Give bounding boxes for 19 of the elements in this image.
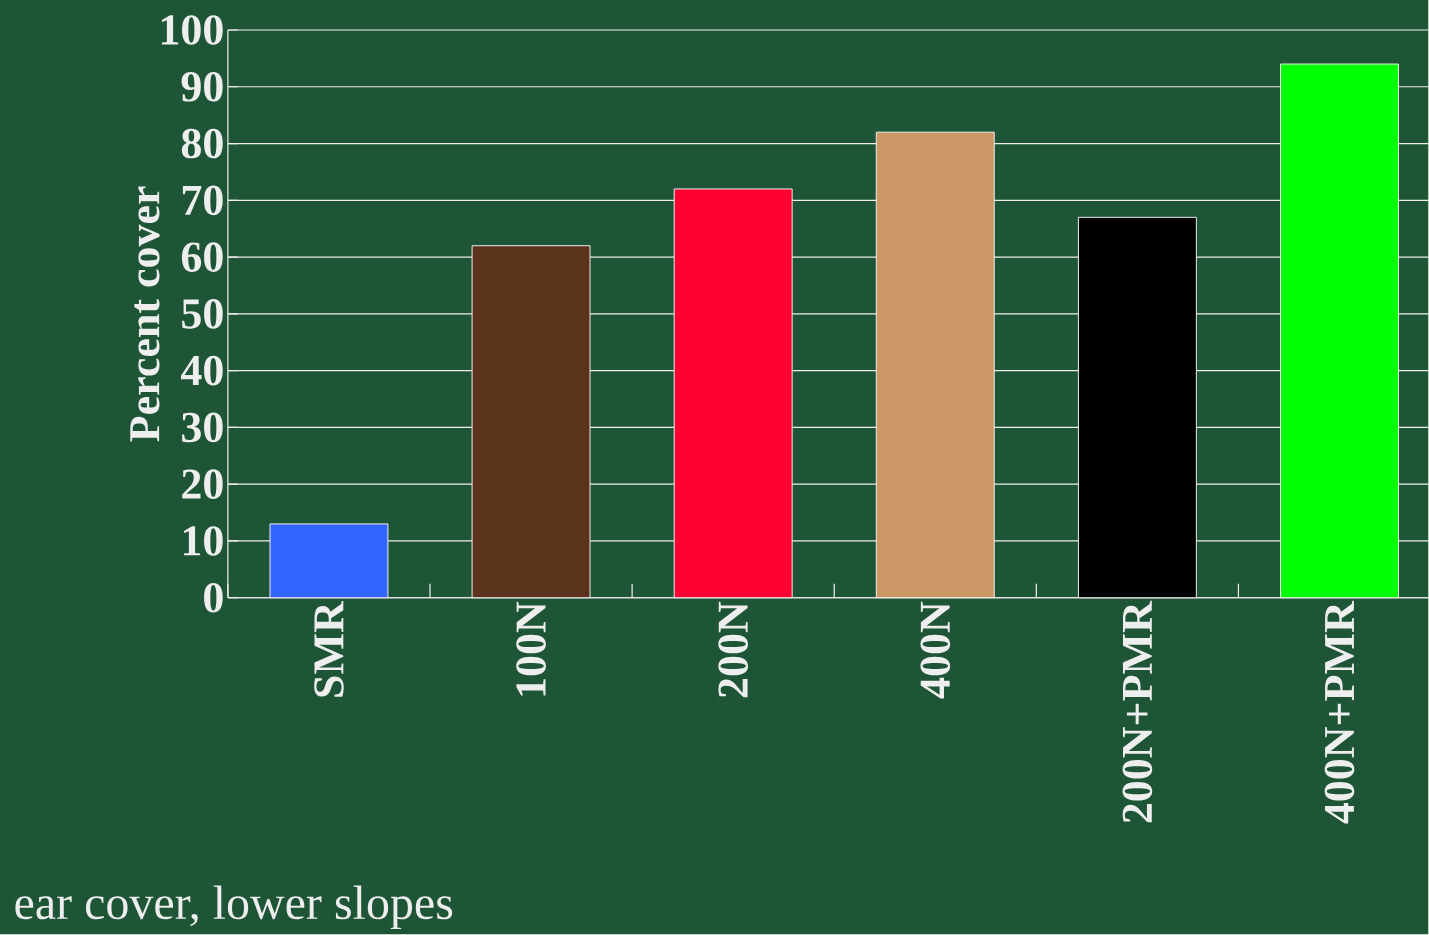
y-tick-label: 10	[183, 526, 223, 556]
y-tick-label: 60	[181, 242, 223, 273]
y-tick-label: 40	[180, 356, 223, 386]
y-tick-label: 50	[182, 299, 223, 329]
text: ear cover, lower slopes	[15, 885, 453, 930]
y-tick-label: 100	[161, 15, 223, 46]
y-tick-label: 20	[182, 469, 223, 500]
y-tick-label: 30	[182, 412, 223, 443]
y-tick-label: 90	[181, 72, 223, 102]
y-tick-label: 80	[181, 128, 223, 159]
y-tick-label: 70	[182, 185, 223, 216]
x-tick-label: SMR	[314, 601, 344, 697]
x-tick-label: 400N+PMR	[1324, 601, 1355, 824]
x-tick-label: 200N+PMR	[1122, 601, 1153, 823]
x-tick-label: 400N	[920, 602, 951, 699]
y-axis-title: Percent cover	[130, 186, 160, 442]
y-tick-label: 0	[204, 583, 223, 613]
x-tick-label: 200N	[718, 602, 748, 698]
x-tick-label: 100N	[516, 602, 546, 696]
